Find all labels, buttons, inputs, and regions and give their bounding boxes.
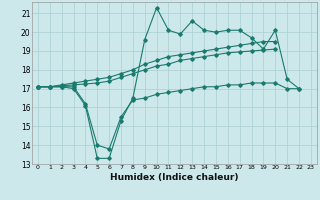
X-axis label: Humidex (Indice chaleur): Humidex (Indice chaleur) — [110, 173, 239, 182]
